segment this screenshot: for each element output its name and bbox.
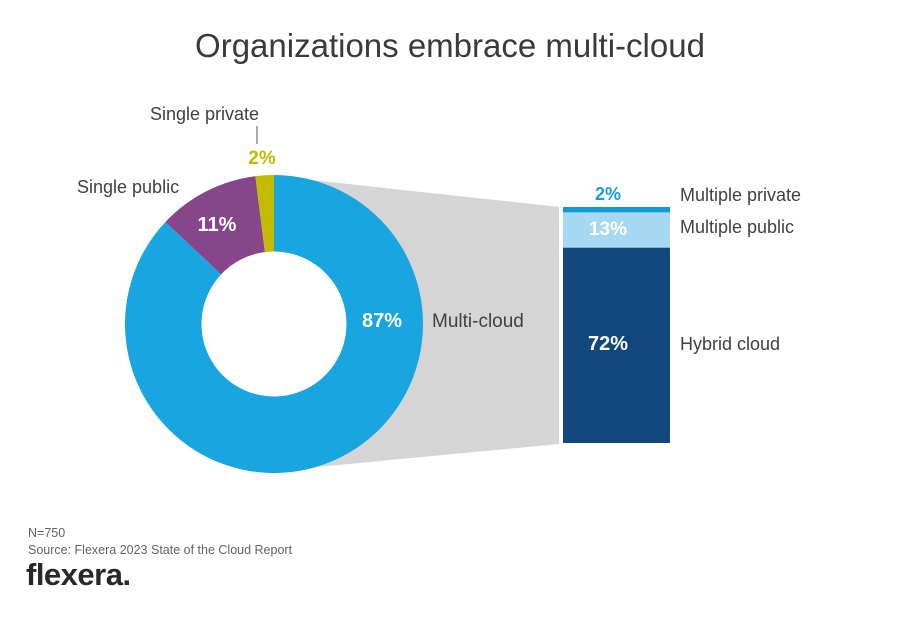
bar-segment-hybrid-cloud — [563, 247, 670, 443]
donut-label-single-public: Single public — [77, 177, 180, 197]
bar-value-multiple-private: 2% — [594, 184, 621, 204]
bar-segment-multiple-private — [563, 207, 670, 213]
chart-title: Organizations embrace multi-cloud — [195, 27, 705, 64]
donut-segment-single-public — [165, 176, 265, 275]
source-note: Source: Flexera 2023 State of the Cloud … — [28, 543, 293, 557]
sample-size-note: N=750 — [28, 526, 66, 540]
donut-label-multi-cloud: Multi-cloud — [432, 311, 524, 332]
bar-value-hybrid-cloud: 72% — [587, 333, 629, 355]
bar-label-multiple-private: Multiple private — [680, 185, 802, 205]
flexera-logo: flexera. — [26, 557, 131, 592]
donut-value-single-private: 2% — [248, 148, 276, 169]
bar-label-hybrid-cloud: Hybrid cloud — [680, 334, 781, 354]
bar-value-multiple-public: 13% — [588, 219, 628, 240]
bar-label-multiple-public: Multiple public — [680, 217, 795, 237]
donut-value-multi-cloud: 87% — [361, 310, 403, 332]
donut-segment-single-private — [255, 175, 274, 253]
single-private-callout-line — [256, 126, 258, 144]
donut-value-single-public: 11% — [197, 214, 237, 236]
bar-segment-multiple-public — [563, 212, 670, 248]
donut-label-single-private: Single private — [150, 104, 260, 124]
donut-hole — [201, 251, 347, 397]
donut-segment-multi-cloud — [124, 175, 423, 474]
